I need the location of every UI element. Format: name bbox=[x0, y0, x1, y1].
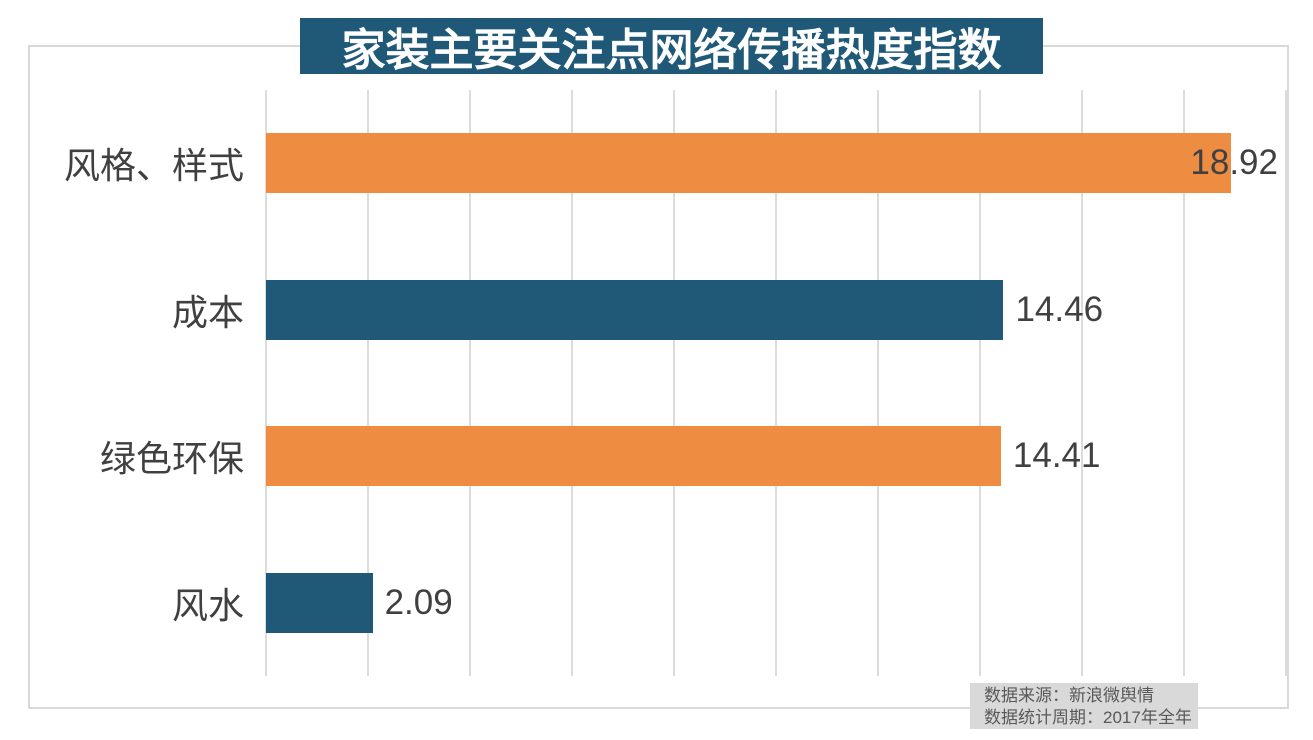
bar-row: 14.46 bbox=[266, 237, 1286, 384]
gridline bbox=[979, 90, 981, 676]
gridline bbox=[367, 90, 369, 676]
chart-title-banner: 家装主要关注点网络传播热度指数 bbox=[300, 18, 1043, 75]
gridline bbox=[673, 90, 675, 676]
bar bbox=[266, 133, 1231, 194]
category-label: 风水 bbox=[171, 584, 244, 626]
source-line-2: 数据统计周期：2017年全年 bbox=[984, 708, 1192, 727]
value-label: 2.09 bbox=[384, 582, 453, 622]
gridline bbox=[877, 90, 879, 676]
category-labels: 风格、样式成本绿色环保风水 bbox=[0, 90, 266, 676]
bar-row: 18.92 bbox=[266, 90, 1286, 237]
plot-area: 18.92 14.46 14.41 2.09 bbox=[265, 90, 1287, 676]
bar-row: 2.09 bbox=[266, 530, 1286, 677]
chart-title: 家装主要关注点网络传播热度指数 bbox=[341, 26, 1002, 75]
gridline bbox=[571, 90, 573, 676]
value-label: 14.41 bbox=[1012, 436, 1101, 476]
gridline bbox=[1081, 90, 1083, 676]
value-label: 18.92 bbox=[1190, 143, 1278, 183]
category-label: 成本 bbox=[171, 291, 244, 333]
source-line-1: 数据来源：新浪微舆情 bbox=[984, 686, 1154, 705]
gridline bbox=[1285, 90, 1287, 676]
category-label: 绿色环保 bbox=[99, 438, 244, 480]
gridline bbox=[265, 90, 267, 676]
bar bbox=[266, 426, 1001, 487]
category-label: 风格、样式 bbox=[63, 145, 244, 187]
bar bbox=[266, 279, 1004, 340]
gridline bbox=[469, 90, 471, 676]
source-note: 数据来源：新浪微舆情 数据统计周期：2017年全年 bbox=[970, 683, 1198, 729]
bar-row: 14.41 bbox=[266, 383, 1286, 530]
value-label: 14.46 bbox=[1015, 289, 1104, 329]
gridline bbox=[1183, 90, 1185, 676]
bar bbox=[266, 572, 373, 633]
gridline bbox=[775, 90, 777, 676]
bar-rows: 18.92 14.46 14.41 2.09 bbox=[266, 90, 1286, 676]
